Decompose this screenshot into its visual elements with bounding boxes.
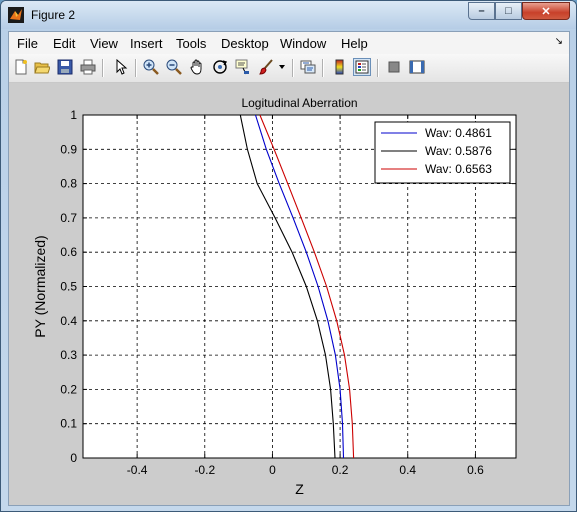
toolbar-separator: [135, 59, 137, 77]
menu-window[interactable]: Window: [280, 36, 327, 51]
menu-file[interactable]: File: [17, 36, 38, 51]
figure-canvas[interactable]: -0.4 -0.2 0 0.2 0.4 0.6 0 0.1 0.2 0.3 0.4 0.5 0.6 0.7…: [9, 83, 569, 505]
menu-tools[interactable]: Tools: [176, 36, 207, 51]
menu-edit[interactable]: Edit: [53, 36, 76, 51]
x-tick-label: 0.6: [467, 463, 484, 477]
toolbar-separator: [292, 59, 294, 77]
new-figure-icon[interactable]: [12, 58, 30, 76]
open-file-icon[interactable]: [33, 58, 51, 76]
y-tick-label: 0.3: [60, 348, 77, 362]
x-tick-label: 0: [269, 463, 276, 477]
legend-box[interactable]: [374, 121, 511, 184]
y-axis-label: PY (Normalized): [32, 235, 48, 337]
menu-help[interactable]: Help: [341, 36, 368, 51]
y-tick-label: 0.7: [60, 211, 77, 225]
matlab-app-icon: [8, 7, 24, 23]
series-line[interactable]: [239, 114, 336, 459]
rotate-3d-icon[interactable]: [211, 58, 229, 76]
insert-legend-icon[interactable]: [353, 58, 371, 76]
close-button[interactable]: ✕: [522, 2, 570, 20]
y-tick-label: 0.9: [60, 142, 77, 156]
toolbar-separator: [377, 59, 379, 77]
menu-bar: File Edit View Insert Tools Desktop Wind…: [9, 32, 569, 54]
pan-hand-icon[interactable]: [188, 58, 206, 76]
zoom-out-icon[interactable]: [165, 58, 183, 76]
minimize-button[interactable]: –: [468, 2, 495, 20]
hide-plot-tools-icon[interactable]: [385, 58, 403, 76]
data-cursor-icon[interactable]: [234, 58, 252, 76]
axes-box: [82, 114, 517, 459]
x-tick-label: 0.4: [399, 463, 416, 477]
legend-entry: Wav: 0.5876: [425, 144, 492, 158]
legend-entry: Wav: 0.6563: [425, 162, 492, 176]
x-tick-label: -0.4: [127, 463, 148, 477]
series-line[interactable]: [259, 114, 355, 459]
y-tick-label: 0: [70, 451, 77, 465]
window-title: Figure 2: [31, 8, 76, 22]
y-tick-label: 0.1: [60, 417, 77, 431]
y-tick-label: 0.8: [60, 177, 77, 191]
menu-view[interactable]: View: [90, 36, 118, 51]
print-figure-icon[interactable]: [79, 58, 97, 76]
y-tick-label: 0.5: [60, 280, 77, 294]
brush-dropdown-icon[interactable]: [277, 58, 287, 76]
save-figure-icon[interactable]: [56, 58, 74, 76]
legend-entry: Wav: 0.4861: [425, 126, 492, 140]
title-bar[interactable]: Figure 2 – □ ✕: [1, 1, 576, 29]
x-axis-label: Z: [295, 481, 304, 497]
y-tick-label: 0.4: [60, 314, 77, 328]
toolbar-separator: [102, 59, 104, 77]
x-tick-label: 0.2: [332, 463, 349, 477]
toolbar-separator: [322, 59, 324, 77]
link-plot-icon[interactable]: [299, 58, 317, 76]
series-line[interactable]: [254, 114, 345, 459]
insert-colorbar-icon[interactable]: [331, 58, 349, 76]
brush-icon[interactable]: [257, 58, 275, 76]
dock-arrow-icon[interactable]: ↘: [554, 36, 563, 47]
menu-insert[interactable]: Insert: [130, 36, 163, 51]
zoom-in-icon[interactable]: [142, 58, 160, 76]
show-plot-tools-icon[interactable]: [408, 58, 426, 76]
figure-toolbar: [9, 54, 569, 83]
chart-title: Logitudinal Aberration: [241, 96, 357, 110]
plot-svg[interactable]: -0.4 -0.2 0 0.2 0.4 0.6 0 0.1 0.2 0.3 0.4 0.5 0.6 0.7…: [9, 83, 569, 505]
menu-desktop[interactable]: Desktop: [221, 36, 269, 51]
y-tick-label: 1: [70, 108, 77, 122]
edit-plot-arrow-icon[interactable]: [112, 58, 130, 76]
x-tick-label: -0.2: [194, 463, 215, 477]
figure-client-area: File Edit View Insert Tools Desktop Wind…: [8, 31, 570, 506]
y-tick-label: 0.2: [60, 382, 77, 396]
maximize-button[interactable]: □: [495, 2, 522, 20]
y-tick-label: 0.6: [60, 245, 77, 259]
